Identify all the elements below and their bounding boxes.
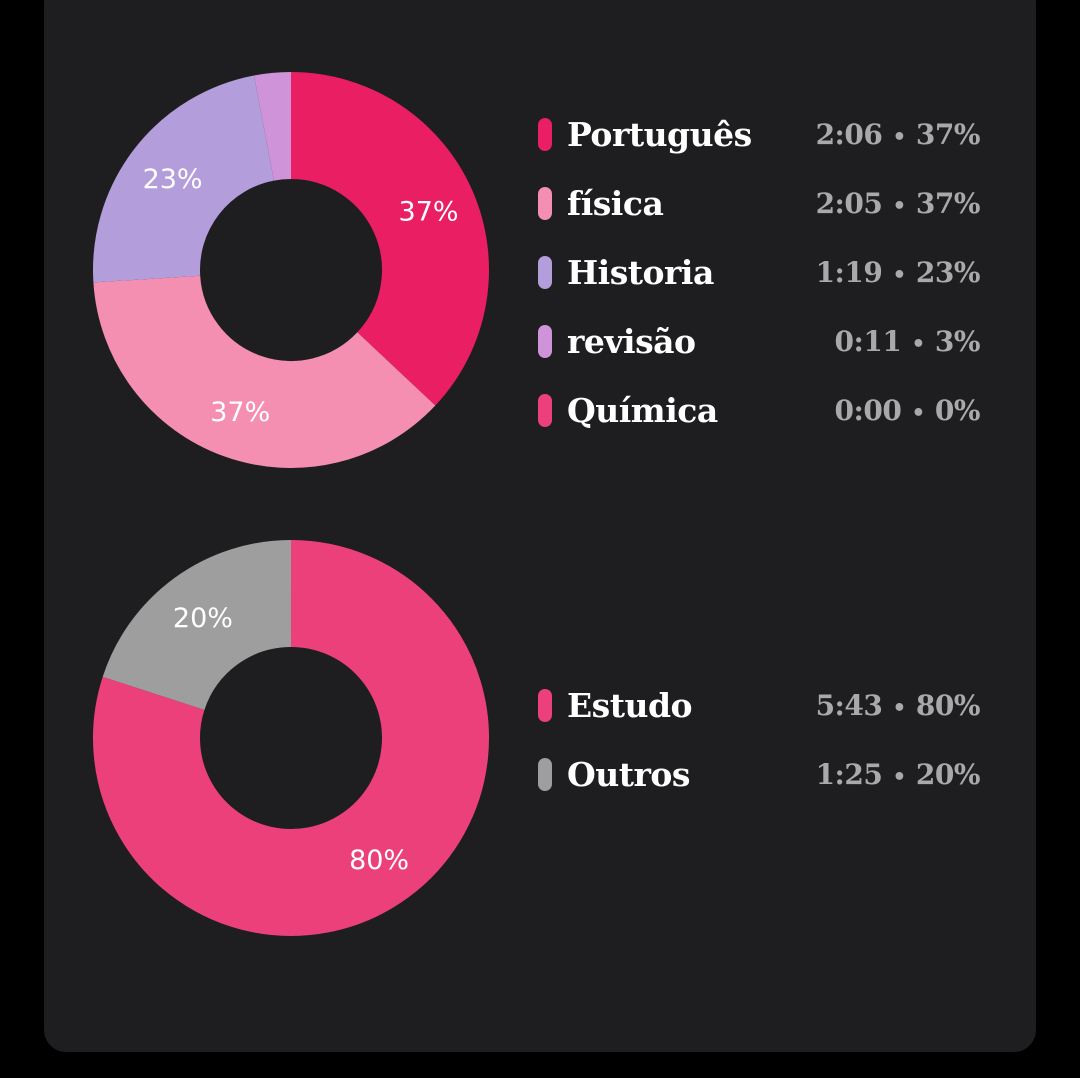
separator-dot: • (892, 764, 906, 790)
slice-label-estudo: 80% (349, 845, 409, 876)
separator-dot: • (892, 695, 906, 721)
slice-historia[interactable] (93, 75, 276, 283)
legend-label: Português (567, 114, 752, 154)
legend-percent: 80% (915, 688, 981, 722)
legend-percent: 23% (915, 255, 981, 289)
slice-estudo[interactable] (93, 540, 489, 936)
slice-label-outros: 20% (173, 603, 233, 634)
slice-label-historia: 23% (143, 164, 203, 195)
legend-time: 0:00 (834, 393, 902, 427)
slice-outros[interactable] (102, 540, 293, 712)
legend-swatch (538, 757, 552, 791)
separator-dot: • (911, 331, 925, 357)
separator-dot: • (892, 262, 906, 288)
separator-dot: • (892, 193, 906, 219)
slice-revisao[interactable] (253, 72, 293, 181)
legend-time: 5:43 (815, 688, 883, 722)
legend-time: 2:05 (815, 186, 883, 220)
legend-value: 1:25 • 20% (815, 757, 981, 791)
legend-label: revisão (567, 321, 696, 361)
legend-percent: 3% (934, 324, 981, 358)
legend-item-quimica[interactable]: Química 0:00 • 0% (538, 390, 982, 430)
slice-label-fisica: 37% (210, 397, 270, 428)
legend-value: 2:05 • 37% (815, 186, 981, 220)
slice-portugues[interactable] (289, 72, 489, 406)
legend-item-outros[interactable]: Outros 1:25 • 20% (538, 754, 982, 794)
legend-label: Química (567, 390, 718, 430)
subjects-legend: Português 2:06 • 37% física 2:05 • 37% Historia 1… (538, 114, 982, 462)
legend-item-portugues[interactable]: Português 2:06 • 37% (538, 114, 982, 154)
slice-label-portugues: 37% (399, 196, 459, 227)
study-vs-other-legend: Estudo 5:43 • 80% Outros 1:25 • 20% (538, 685, 982, 826)
legend-swatch (538, 117, 552, 151)
separator-dot: • (911, 400, 925, 426)
legend-item-historia[interactable]: Historia 1:19 • 23% (538, 252, 982, 292)
legend-item-estudo[interactable]: Estudo 5:43 • 80% (538, 685, 982, 725)
legend-swatch (538, 393, 552, 427)
legend-label: Historia (567, 252, 714, 292)
legend-label: física (567, 183, 664, 223)
legend-swatch (538, 186, 552, 220)
legend-time: 2:06 (815, 117, 883, 151)
legend-time: 1:25 (815, 757, 883, 791)
legend-label: Estudo (567, 685, 693, 725)
legend-percent: 37% (915, 117, 981, 151)
legend-item-fisica[interactable]: física 2:05 • 37% (538, 183, 982, 223)
legend-swatch (538, 688, 552, 722)
legend-value: 2:06 • 37% (815, 117, 981, 151)
legend-value: 5:43 • 80% (815, 688, 981, 722)
legend-value: 1:19 • 23% (815, 255, 981, 289)
legend-percent: 37% (915, 186, 981, 220)
legend-time: 0:11 (834, 324, 902, 358)
legend-value: 0:00 • 0% (834, 393, 981, 427)
legend-time: 1:19 (815, 255, 883, 289)
legend-value: 0:11 • 3% (834, 324, 981, 358)
legend-item-revisao[interactable]: revisão 0:11 • 3% (538, 321, 982, 361)
legend-percent: 20% (915, 757, 981, 791)
legend-label: Outros (567, 754, 690, 794)
legend-swatch (538, 255, 552, 289)
legend-swatch (538, 324, 552, 358)
separator-dot: • (892, 124, 906, 150)
slice-fisica[interactable] (93, 274, 436, 468)
legend-percent: 0% (934, 393, 981, 427)
